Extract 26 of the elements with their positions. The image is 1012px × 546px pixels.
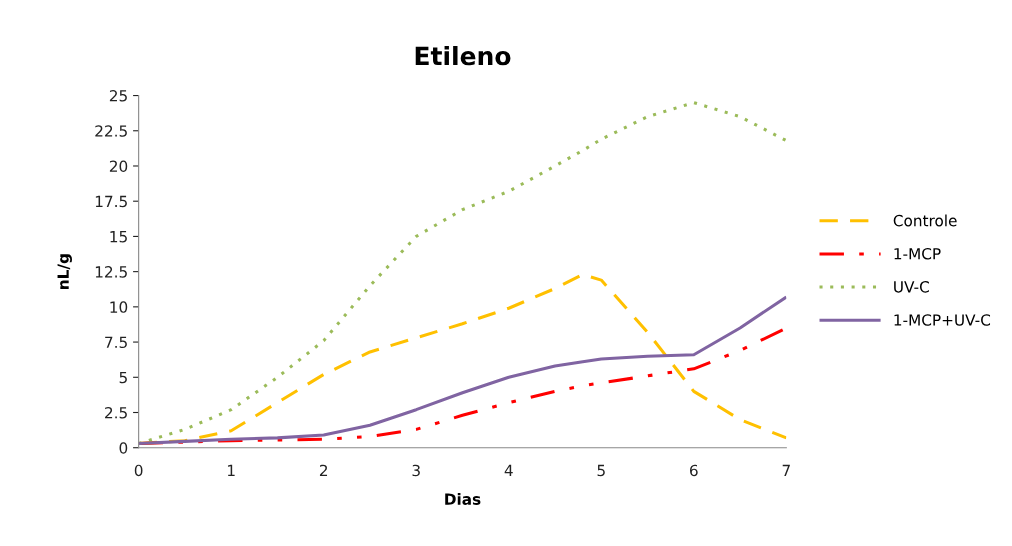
y-tick-label: 22.5 bbox=[95, 125, 127, 137]
y-tick-label: 12.5 bbox=[95, 266, 127, 278]
y-tick-label: 7.5 bbox=[105, 336, 127, 349]
y-tick-label: 5 bbox=[119, 371, 127, 384]
x-tick-label: 6 bbox=[690, 464, 698, 477]
legend-label: UV-C bbox=[894, 281, 929, 293]
x-tick-label: 2 bbox=[319, 464, 328, 476]
y-tick-label: 25 bbox=[109, 90, 127, 102]
legend-label: Controle bbox=[893, 214, 957, 227]
chart-title: Etileno bbox=[415, 46, 511, 66]
y-tick-label: 0 bbox=[119, 442, 128, 454]
y-tick-label: 20 bbox=[109, 160, 128, 173]
y-tick-label: 2.5 bbox=[105, 406, 127, 419]
legend-label: 1-MCP bbox=[894, 247, 941, 260]
x-tick-label: 4 bbox=[504, 464, 513, 476]
x-tick-label: 1 bbox=[227, 464, 235, 476]
y-tick-label: 17.5 bbox=[95, 195, 127, 208]
x-tick-label: 0 bbox=[134, 464, 143, 477]
y-axis-title: nL/g bbox=[57, 254, 72, 289]
x-tick-label: 7 bbox=[782, 464, 790, 476]
x-axis-title: Dias bbox=[445, 493, 481, 505]
x-tick-label: 5 bbox=[597, 464, 605, 477]
y-tick-label: 10 bbox=[110, 301, 128, 313]
y-tick-label: 15 bbox=[110, 231, 127, 243]
legend-label: 1-MCP+UV-C bbox=[894, 314, 991, 326]
x-tick-label: 3 bbox=[412, 464, 420, 477]
